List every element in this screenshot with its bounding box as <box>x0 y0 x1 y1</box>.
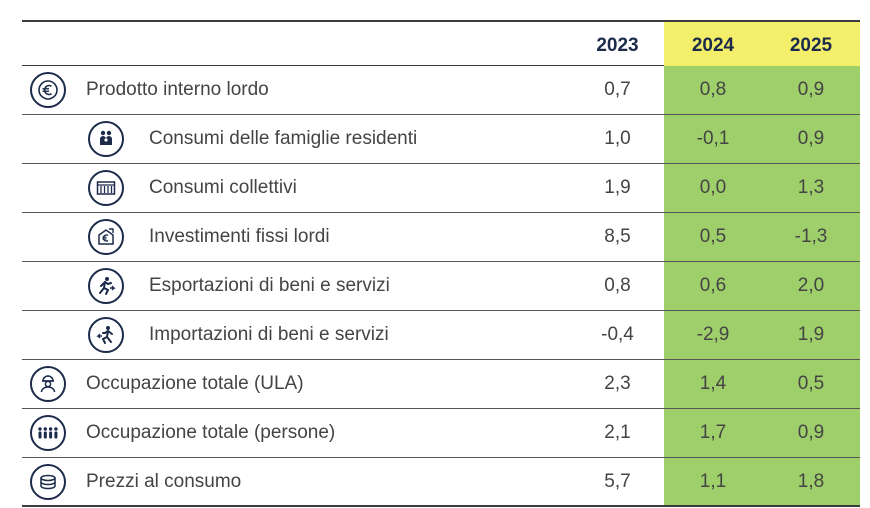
row-label: Prodotto interno lordo <box>86 79 269 100</box>
value-2024: 0,6 <box>664 262 762 310</box>
public-building-icon <box>88 170 124 206</box>
value-2023: 8,5 <box>604 226 631 247</box>
row-label: Consumi collettivi <box>149 177 297 198</box>
value-2025: -1,3 <box>762 213 860 261</box>
family-icon <box>88 121 124 157</box>
row-label: Occupazione totale (ULA) <box>86 373 304 394</box>
value-2024: 0,8 <box>664 66 762 114</box>
row-label: Prezzi al consumo <box>86 470 242 492</box>
table-row-importazioni: Importazioni di beni e servizi -0,4 -2,9… <box>22 311 860 360</box>
coins-icon <box>30 463 66 500</box>
table-row-consumi-famiglie: Consumi delle famiglie residenti 1,0 -0,… <box>22 115 860 164</box>
value-2023: 0,8 <box>604 275 631 296</box>
investment-icon <box>88 219 124 255</box>
worker-icon <box>30 366 66 402</box>
people-icon <box>30 415 66 451</box>
value-2023: 1,9 <box>604 177 631 198</box>
import-icon <box>88 317 124 353</box>
value-2025: 0,9 <box>762 66 860 114</box>
row-label: Investimenti fissi lordi <box>149 226 330 247</box>
value-2025: 0,9 <box>762 409 860 457</box>
table-row-consumi-collettivi: Consumi collettivi 1,9 0,0 1,3 <box>22 164 860 213</box>
row-label: Occupazione totale (persone) <box>86 422 336 443</box>
row-label: Importazioni di beni e servizi <box>149 324 389 345</box>
export-icon <box>88 268 124 304</box>
value-2025: 2,0 <box>762 262 860 310</box>
value-2025: 1,9 <box>762 311 860 359</box>
value-2024: -2,9 <box>664 311 762 359</box>
value-2025: 1,8 <box>762 458 860 505</box>
value-2024: 0,5 <box>664 213 762 261</box>
value-2025: 1,3 <box>762 164 860 212</box>
euro-icon <box>30 72 66 108</box>
column-header-2023: 2023 <box>596 34 639 56</box>
row-label: Consumi delle famiglie residenti <box>149 128 418 149</box>
column-header-2024: 2024 <box>664 22 762 67</box>
table-row-investimenti: Investimenti fissi lordi 8,5 0,5 -1,3 <box>22 213 860 262</box>
value-2025: 0,5 <box>762 360 860 408</box>
value-2023: -0,4 <box>601 324 634 345</box>
table-row-esportazioni: Esportazioni di beni e servizi 0,8 0,6 2… <box>22 262 860 311</box>
value-2023: 5,7 <box>604 470 631 492</box>
forecast-table: 2023 2024 2025 Prodotto interno lordo 0,… <box>22 20 860 507</box>
value-2023: 2,1 <box>604 422 631 443</box>
value-2024: 1,4 <box>664 360 762 408</box>
value-2024: 0,0 <box>664 164 762 212</box>
value-2024: 1,7 <box>664 409 762 457</box>
table-row-occupazione-persone: Occupazione totale (persone) 2,1 1,7 0,9 <box>22 409 860 458</box>
value-2025: 0,9 <box>762 115 860 163</box>
table-header: 2023 2024 2025 <box>22 20 860 67</box>
value-2023: 1,0 <box>604 128 631 149</box>
table-row-pil: Prodotto interno lordo 0,7 0,8 0,9 <box>22 66 860 115</box>
value-2023: 2,3 <box>604 373 631 394</box>
table-row-prezzi: Prezzi al consumo 5,7 1,1 1,8 <box>22 458 860 507</box>
value-2024: 1,1 <box>664 458 762 505</box>
value-2023: 0,7 <box>604 79 631 100</box>
column-header-2025: 2025 <box>762 22 860 67</box>
value-2024: -0,1 <box>664 115 762 163</box>
table-row-occupazione-ula: Occupazione totale (ULA) 2,3 1,4 0,5 <box>22 360 860 409</box>
row-label: Esportazioni di beni e servizi <box>149 275 390 296</box>
